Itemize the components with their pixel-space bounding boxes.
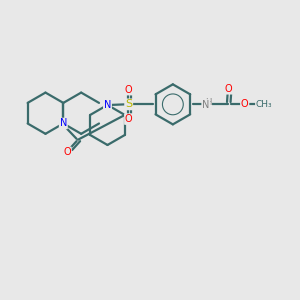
Text: O: O	[125, 85, 133, 94]
Text: O: O	[125, 114, 133, 124]
Text: O: O	[63, 147, 71, 158]
Text: O: O	[225, 84, 232, 94]
Text: N: N	[60, 118, 67, 128]
Text: H: H	[205, 98, 211, 107]
Text: CH₃: CH₃	[256, 100, 272, 109]
Text: S: S	[125, 99, 132, 110]
Text: N: N	[104, 100, 111, 110]
Text: O: O	[241, 99, 248, 110]
Text: N: N	[202, 100, 209, 110]
